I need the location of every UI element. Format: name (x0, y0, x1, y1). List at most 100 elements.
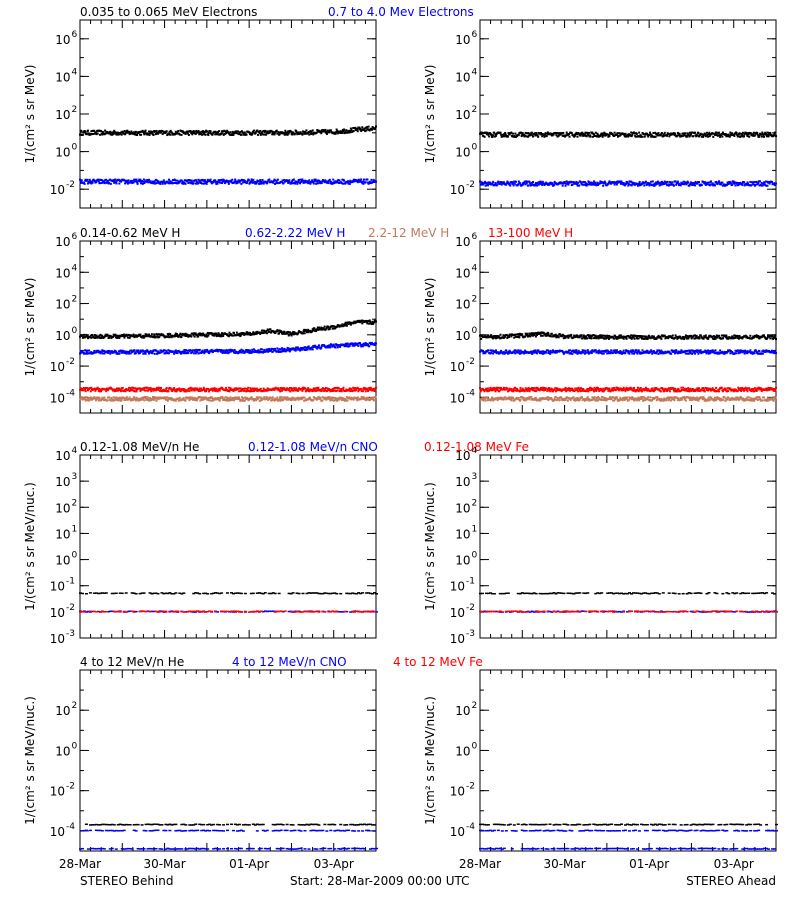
data-point (112, 396, 115, 399)
data-point (79, 181, 82, 184)
data-point (194, 397, 197, 400)
data-point (276, 178, 279, 181)
data-point (286, 133, 289, 136)
data-point (281, 388, 284, 391)
data-point (642, 182, 645, 185)
data-point (332, 388, 335, 391)
data-point (182, 182, 185, 185)
data-point (296, 133, 299, 136)
data-point (102, 180, 105, 183)
data-point (124, 398, 127, 401)
y-axis-label: 1/(cm² s sr MeV) (23, 278, 37, 377)
data-point (104, 388, 107, 391)
data-point (606, 133, 609, 136)
data-point (198, 133, 201, 136)
data-point (701, 135, 704, 138)
data-point (150, 335, 153, 338)
data-point (587, 134, 590, 137)
data-point (347, 182, 350, 185)
data-point (526, 180, 529, 183)
data-point (735, 132, 738, 135)
data-point (200, 332, 203, 335)
data-point (256, 351, 259, 354)
data-point (496, 184, 499, 187)
data-point (272, 330, 275, 333)
data-point (505, 182, 508, 185)
data-point (353, 344, 356, 347)
data-point (349, 397, 352, 400)
data-point (106, 387, 109, 390)
data-point (222, 133, 225, 136)
data-point (315, 386, 318, 389)
data-point (215, 348, 218, 351)
data-point (132, 181, 135, 184)
data-point (282, 388, 285, 391)
data-point (751, 181, 754, 184)
data-point (725, 183, 728, 186)
data-point (733, 181, 736, 184)
data-point (122, 396, 125, 399)
data-point (340, 131, 343, 134)
data-point (630, 184, 633, 187)
data-point (579, 181, 582, 184)
data-point (697, 337, 700, 340)
data-point (329, 129, 332, 132)
data-point (360, 388, 363, 391)
data-point (593, 334, 596, 337)
data-point (638, 182, 641, 185)
data-point (263, 131, 266, 134)
data-point (240, 396, 243, 399)
data-point (575, 131, 578, 134)
data-point (88, 132, 91, 135)
data-point (293, 348, 296, 351)
data-point (163, 130, 166, 133)
data-point (173, 388, 176, 391)
data-point (307, 331, 310, 334)
data-point (524, 134, 527, 137)
data-point (190, 388, 193, 391)
data-point (279, 350, 282, 353)
data-point (167, 182, 170, 185)
data-point (218, 334, 221, 337)
data-point (589, 135, 592, 138)
data-point (190, 389, 193, 392)
data-point (660, 337, 663, 340)
data-point (158, 131, 161, 134)
data-point (371, 128, 374, 131)
data-point (567, 183, 570, 186)
data-point (231, 398, 234, 401)
data-point (288, 389, 291, 392)
data-point (316, 328, 319, 331)
data-point (600, 335, 603, 338)
data-point (500, 133, 503, 136)
data-point (284, 131, 287, 134)
data-point (333, 389, 336, 392)
data-point (643, 335, 646, 338)
data-point (151, 352, 154, 355)
data-point (125, 351, 128, 354)
data-point (720, 183, 723, 186)
data-point (146, 396, 149, 399)
data-point (184, 352, 187, 355)
data-point (542, 134, 545, 137)
data-point (341, 128, 344, 131)
data-point (602, 184, 605, 187)
data-point (116, 399, 119, 402)
data-point (166, 352, 169, 355)
data-point (538, 331, 541, 334)
data-point (99, 182, 102, 185)
data-point (670, 132, 673, 135)
y-tick-label: 10 (55, 298, 70, 312)
data-point (325, 132, 328, 135)
data-point (115, 334, 118, 337)
data-point (173, 335, 176, 338)
data-point (760, 133, 763, 136)
data-point (361, 345, 364, 348)
data-point (356, 179, 359, 182)
data-point (212, 181, 215, 184)
data-point (281, 179, 284, 182)
data-point (194, 182, 197, 185)
data-point (216, 182, 219, 185)
